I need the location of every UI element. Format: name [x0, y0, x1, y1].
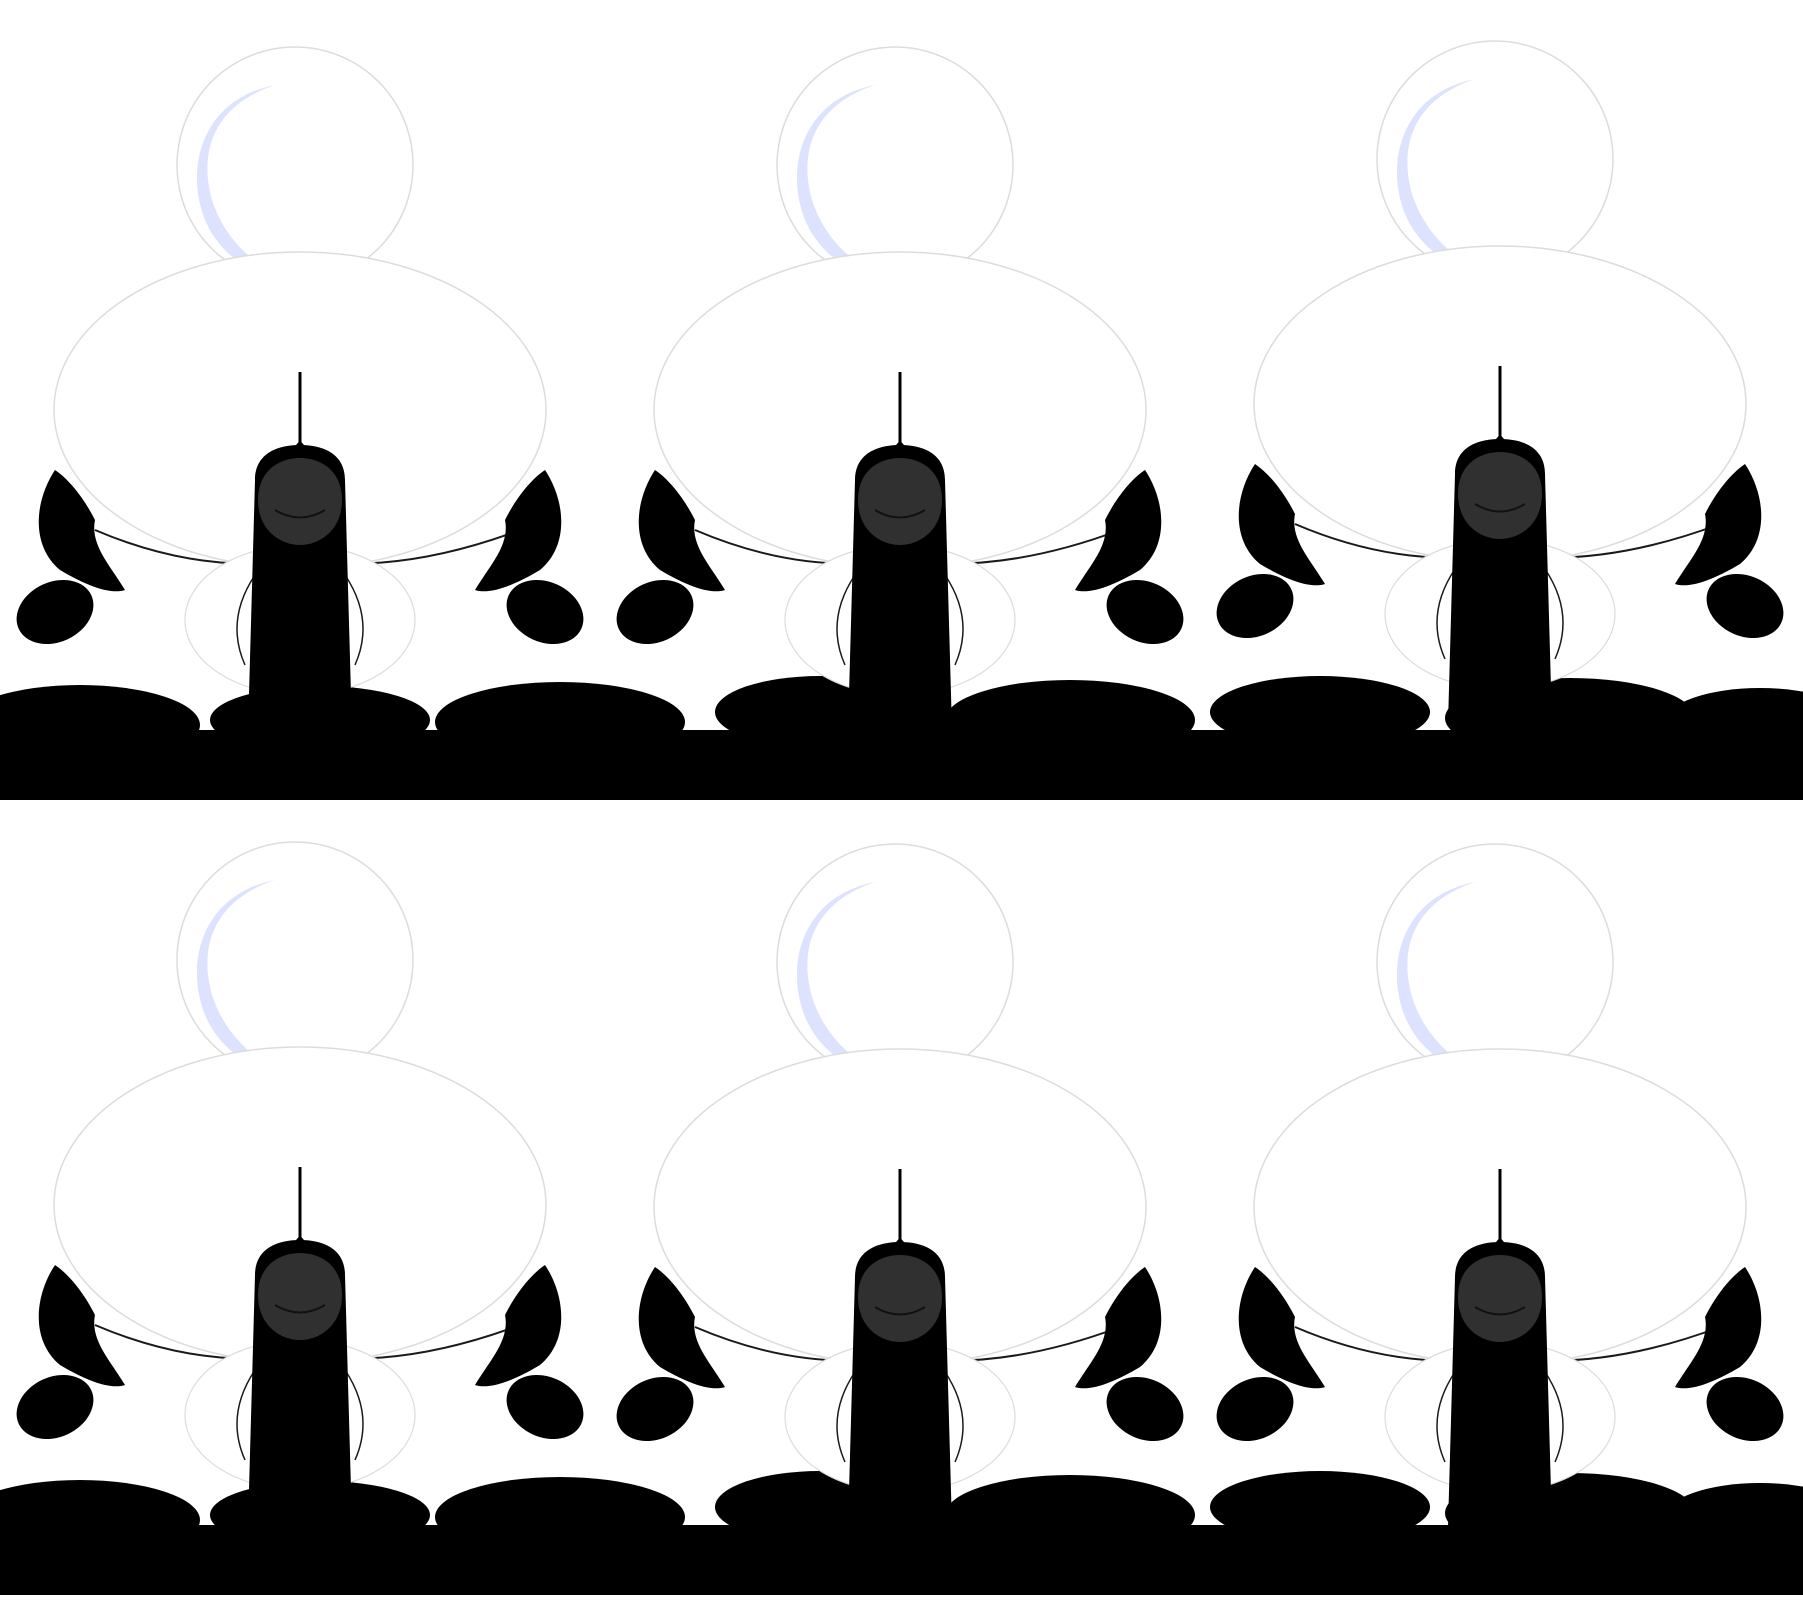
- blue-crescent: [796, 85, 895, 282]
- hood-fold: [274, 1304, 326, 1314]
- blue-crescent: [196, 880, 295, 1077]
- right-arm: [1675, 1267, 1762, 1389]
- left-hand: [616, 579, 694, 645]
- ground-lump: [1665, 1483, 1803, 1551]
- blue-crescent: [796, 882, 895, 1079]
- leg-line-right: [944, 574, 964, 666]
- right-arm: [475, 1265, 562, 1387]
- head-outline: [176, 841, 414, 1079]
- leg-line-left: [1436, 1371, 1456, 1463]
- frame-1: [16, 46, 584, 730]
- left-hand: [1216, 1376, 1294, 1442]
- left-arm: [638, 470, 725, 592]
- right-hand: [1706, 573, 1784, 639]
- ground-lump: [1210, 1471, 1430, 1543]
- hood-fold: [1474, 503, 1526, 513]
- frame-2: [616, 46, 1184, 730]
- leg-line-left: [1436, 568, 1456, 660]
- hood-shadow: [258, 1253, 342, 1340]
- right-hand: [1106, 1376, 1184, 1442]
- left-arm: [38, 1265, 125, 1387]
- right-hand: [1706, 1376, 1784, 1442]
- head-outline: [776, 46, 1014, 284]
- hood-fold: [274, 509, 326, 519]
- leg-line-right: [344, 574, 364, 666]
- left-arm: [1238, 1267, 1325, 1389]
- left-arm: [38, 470, 125, 592]
- leg-line-left: [836, 1371, 856, 1463]
- ground-lump: [435, 682, 685, 762]
- leg-line-right: [944, 1371, 964, 1463]
- ground-lump: [945, 1475, 1195, 1555]
- frame-4: [16, 841, 584, 1525]
- right-arm: [1075, 1267, 1162, 1389]
- hood-shadow: [858, 458, 942, 545]
- right-hand: [1106, 579, 1184, 645]
- right-hand: [506, 1374, 584, 1440]
- hood-shadow: [1458, 1255, 1542, 1342]
- blue-crescent: [1396, 882, 1495, 1079]
- frame-6: [1216, 843, 1784, 1527]
- ground-lump: [1665, 688, 1803, 756]
- right-arm: [475, 470, 562, 592]
- right-arm: [1675, 464, 1762, 586]
- right-hand: [506, 579, 584, 645]
- leg-line-left: [236, 1369, 256, 1461]
- leg-line-right: [344, 1369, 364, 1461]
- leg-line-left: [236, 574, 256, 666]
- leg-line-left: [836, 574, 856, 666]
- head-outline: [776, 843, 1014, 1081]
- ground-lump: [945, 680, 1195, 760]
- left-arm: [1238, 464, 1325, 586]
- leg-line-right: [1544, 1371, 1564, 1463]
- hood-fold: [1474, 1306, 1526, 1316]
- left-arm: [638, 1267, 725, 1389]
- ground-lump: [0, 685, 200, 765]
- hood-fold: [874, 1306, 926, 1316]
- left-hand: [1216, 573, 1294, 639]
- blue-crescent: [1396, 79, 1495, 276]
- left-hand: [16, 579, 94, 645]
- hood-shadow: [858, 1255, 942, 1342]
- blue-crescent: [196, 85, 295, 282]
- ground-lump: [0, 1480, 200, 1560]
- left-hand: [16, 1374, 94, 1440]
- ground-lump: [1210, 676, 1430, 748]
- frame-5: [616, 843, 1184, 1527]
- frame-3: [1216, 40, 1784, 724]
- left-hand: [616, 1376, 694, 1442]
- hood-shadow: [1458, 452, 1542, 539]
- leg-line-right: [1544, 568, 1564, 660]
- hood-shadow: [258, 458, 342, 545]
- head-outline: [176, 46, 414, 284]
- hood-fold: [874, 509, 926, 519]
- head-outline: [1376, 40, 1614, 278]
- ground-lump: [435, 1477, 685, 1557]
- head-outline: [1376, 843, 1614, 1081]
- right-arm: [1075, 470, 1162, 592]
